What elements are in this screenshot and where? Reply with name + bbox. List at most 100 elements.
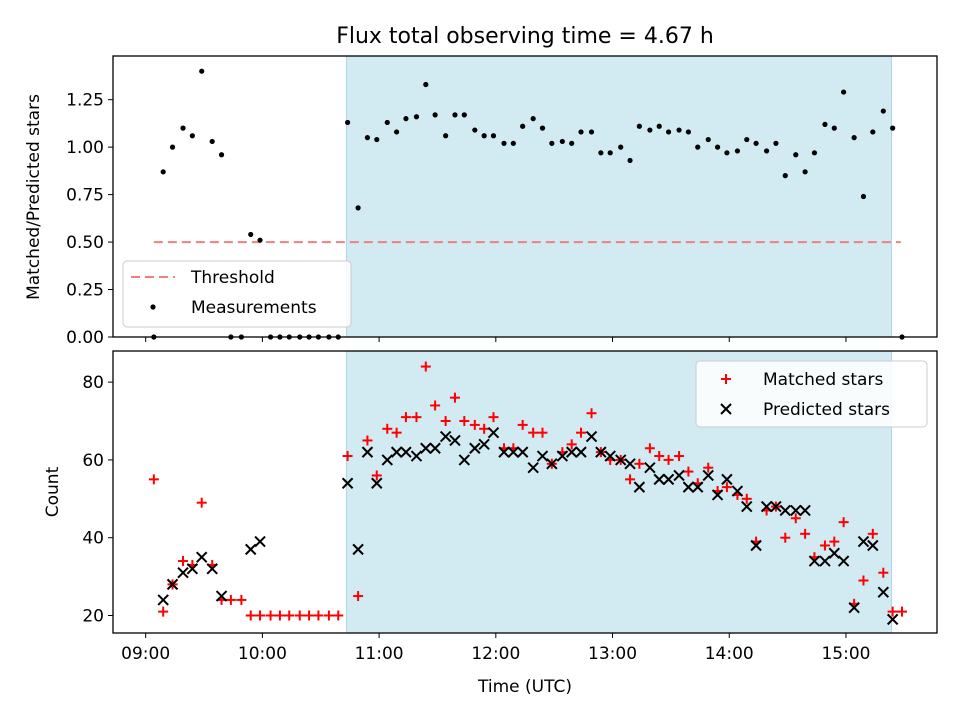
measurement-point <box>811 150 818 156</box>
measurement-point <box>647 127 653 133</box>
measurement-point <box>452 112 458 118</box>
matched-star-point <box>353 591 364 602</box>
measurement-point <box>656 123 662 129</box>
predicted-star-point <box>790 504 802 517</box>
predicted-star-point <box>837 555 850 567</box>
matched-star-point <box>896 606 907 617</box>
matched-star-point <box>654 451 665 462</box>
x-axis-label: Time (UTC) <box>477 677 572 697</box>
predicted-star-point <box>341 477 354 489</box>
predicted-star-point <box>662 473 675 486</box>
matched-star-point <box>674 451 685 462</box>
matched-star-point <box>148 474 159 485</box>
top-panel: 0.00 0.25 0.50 0.75 1.00 1.25 Matched/Predict… <box>24 55 938 348</box>
measurement-point <box>705 136 711 143</box>
measurement-point <box>685 129 691 135</box>
matched-star-point <box>790 513 801 524</box>
bottom-y-tick-label: 80 <box>82 373 104 393</box>
top-y-tick-label: 1.25 <box>66 91 104 111</box>
measurement-point <box>549 140 555 146</box>
predicted-star-point <box>245 543 257 556</box>
matched-star-point <box>576 427 587 438</box>
predicted-star-point <box>604 450 616 462</box>
measurement-point <box>782 173 788 179</box>
matched-star-point <box>459 416 470 427</box>
measurement-point <box>394 129 400 135</box>
predicted-star-point <box>857 535 870 548</box>
measurement-point <box>355 205 361 211</box>
predicted-star-point <box>458 454 471 466</box>
predicted-star-point <box>731 485 744 497</box>
predicted-star-point <box>157 594 169 606</box>
legend-measurements-swatch <box>150 304 156 310</box>
matched-star-point <box>663 454 674 465</box>
bottom-legend: Matched stars Predicted stars <box>695 360 928 428</box>
measurement-point <box>753 140 759 146</box>
predicted-star-point <box>536 450 549 462</box>
measurement-point <box>618 144 624 150</box>
measurement-point <box>530 116 536 122</box>
measurement-point <box>822 121 828 127</box>
predicted-star-point <box>546 458 558 470</box>
predicted-star-point <box>741 500 753 513</box>
matched-star-point <box>420 361 431 372</box>
measurement-point <box>209 138 215 145</box>
matched-star-point <box>838 517 849 528</box>
predicted-star-point <box>673 469 685 482</box>
measurement-point <box>559 138 565 145</box>
matched-star-point <box>236 594 247 605</box>
top-x-ticks <box>145 337 847 342</box>
measurement-point <box>870 129 876 135</box>
matched-star-point <box>362 435 373 446</box>
predicted-star-point <box>254 535 266 548</box>
matched-star-point <box>323 610 334 621</box>
matched-star-point <box>867 528 878 539</box>
matched-star-point <box>703 462 714 473</box>
matched-star-point <box>819 540 830 551</box>
bottom-y-tick-label: 40 <box>82 529 104 549</box>
predicted-star-point <box>556 450 569 462</box>
matched-star-point <box>333 610 344 621</box>
predicted-star-point <box>692 481 704 493</box>
matched-star-point <box>566 439 577 450</box>
measurement-point <box>676 127 682 133</box>
top-y-ticks: 0.00 0.25 0.50 0.75 1.00 1.25 <box>66 91 113 348</box>
measurement-point <box>539 125 546 131</box>
predicted-star-point <box>215 590 228 602</box>
matched-star-point <box>469 419 480 430</box>
predicted-star-point <box>644 461 656 474</box>
measurement-point <box>695 144 701 150</box>
x-tick-label: 13:00 <box>588 644 637 664</box>
bottom-x-ticks: 09:00 10:00 11:00 12:00 13:00 14:00 15:00 <box>121 633 870 664</box>
measurement-point <box>461 112 467 118</box>
measurement-point <box>257 237 263 243</box>
matched-star-point <box>537 427 548 438</box>
predicted-star-point <box>195 551 208 563</box>
predicted-star-point <box>711 489 724 501</box>
matched-star-point <box>371 470 382 481</box>
predicted-star-point <box>469 442 481 454</box>
measurement-point <box>189 133 195 139</box>
measurement-point <box>160 169 166 175</box>
matched-star-point <box>225 594 236 605</box>
matched-star-point <box>411 412 422 423</box>
predicted-star-point <box>595 446 607 458</box>
top-y-tick-label: 0.50 <box>66 233 104 253</box>
top-y-tick-label: 0.25 <box>66 281 104 301</box>
matched-star-point <box>158 606 169 617</box>
predicted-star-point <box>819 555 831 567</box>
predicted-star-point <box>624 458 636 470</box>
bottom-legend-box <box>695 360 928 428</box>
x-tick-label: 10:00 <box>238 644 287 664</box>
measurement-point <box>763 148 770 154</box>
measurement-point <box>248 231 254 238</box>
predicted-star-point <box>400 446 412 458</box>
matched-star-point <box>721 482 732 493</box>
measurement-point <box>598 150 604 156</box>
matched-star-point <box>274 610 285 621</box>
legend-threshold-label: Threshold <box>190 268 275 288</box>
matched-star-point <box>265 610 276 621</box>
predicted-star-point <box>848 602 860 614</box>
measurement-point <box>481 133 487 139</box>
